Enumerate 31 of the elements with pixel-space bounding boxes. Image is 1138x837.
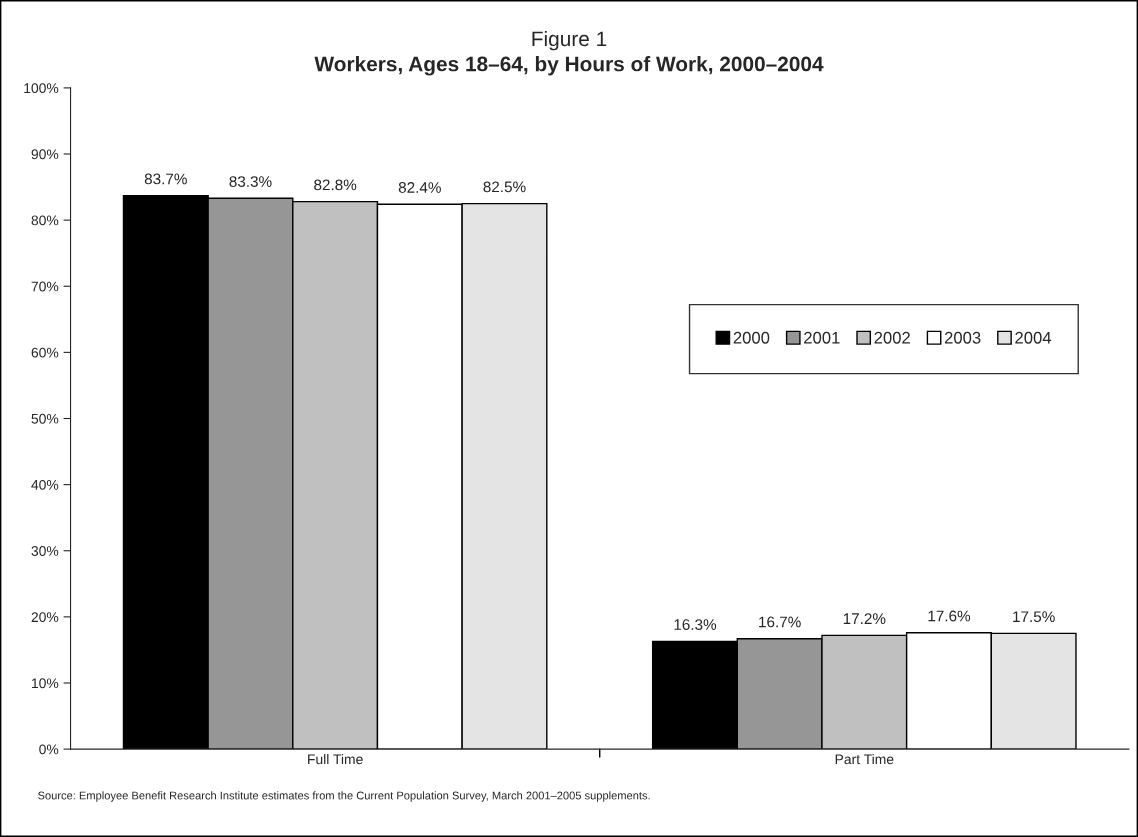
data-label: 16.7% bbox=[759, 616, 801, 628]
y-tick-label: 10% bbox=[32, 678, 59, 689]
legend-label: 2000 bbox=[733, 331, 770, 344]
chart-title: Figure 1 bbox=[532, 30, 607, 51]
y-tick-label: 20% bbox=[31, 612, 59, 623]
data-label: 82.5% bbox=[483, 181, 526, 193]
y-tick-label: 70% bbox=[31, 281, 59, 292]
legend-label: 2001 bbox=[804, 331, 840, 344]
legend-label: 2004 bbox=[1015, 331, 1052, 344]
data-label: 17.6% bbox=[928, 610, 971, 622]
data-label: 16.3% bbox=[674, 619, 717, 630]
data-label: 17.5% bbox=[1013, 611, 1055, 623]
y-tick-label: 30% bbox=[31, 546, 59, 556]
source-note: Source: Employee Benefit Research Institute estimates from the Current Population Survey, March 2001–2005 supplements. bbox=[38, 791, 650, 802]
y-tick-label: 60% bbox=[31, 347, 59, 358]
legend-label: 2002 bbox=[874, 331, 910, 344]
y-tick-label: 50% bbox=[31, 413, 59, 424]
data-label: 17.2% bbox=[843, 613, 886, 624]
y-tick-label: 0% bbox=[39, 744, 59, 755]
data-label: 83.7% bbox=[144, 173, 187, 185]
data-label: 83.3% bbox=[229, 176, 272, 187]
x-tick-label: Part Time bbox=[835, 753, 894, 765]
y-tick-label: 90% bbox=[31, 149, 59, 160]
y-tick-label: 80% bbox=[31, 215, 59, 226]
data-label: 82.4% bbox=[398, 182, 441, 193]
chart-subtitle: Workers, Ages 18–64, by Hours of Work, 2000–2004 bbox=[314, 56, 824, 76]
data-label: 82.8% bbox=[314, 179, 357, 191]
y-tick-label: 100% bbox=[24, 83, 59, 94]
y-tick-label: 40% bbox=[31, 479, 59, 490]
x-tick-label: Full Time bbox=[308, 753, 363, 765]
legend-label: 2003 bbox=[944, 331, 981, 344]
